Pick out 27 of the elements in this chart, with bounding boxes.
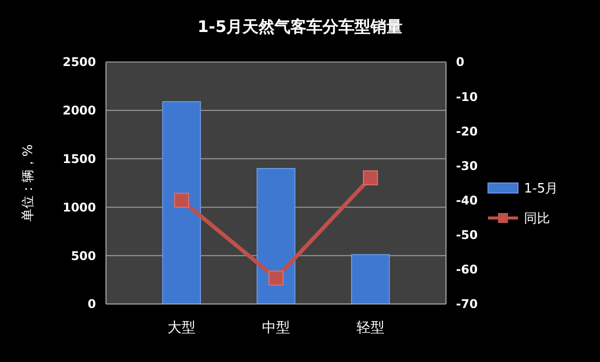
y2-tick-label: -20 [456,124,478,138]
y2-tick-label: -70 [456,297,478,312]
point [268,270,284,286]
chart-title: 1-5月天然气客车分车型销量 [198,17,402,36]
x-tick-label: 中型 [262,320,290,336]
bar [256,168,296,304]
y-tick-label: 2000 [62,104,96,118]
bar [162,101,201,304]
y2-tick-label: -40 [456,193,478,208]
legend-label: 同比 [524,212,550,227]
y-tick-label: 500 [70,248,96,263]
legend-label: 1-5月 [524,182,558,197]
bar [351,254,390,304]
y2-tick-label: -30 [456,158,478,173]
x-tick-label: 轻型 [356,320,384,336]
y2-tick-label: -50 [456,228,478,242]
y-tick-label: 1000 [62,200,96,214]
point [362,170,378,186]
point [174,192,190,208]
x-tick-label: 大型 [168,320,196,336]
y-tick-label: 2500 [62,55,96,70]
y2-tick-label: -60 [456,262,478,277]
y-tick-label: 1500 [62,152,96,166]
y-axis-title: 单位：辆，% [21,144,36,222]
y-tick-label: 0 [88,297,96,312]
y2-tick-label: 0 [456,55,464,70]
y2-tick-label: -10 [456,90,478,104]
